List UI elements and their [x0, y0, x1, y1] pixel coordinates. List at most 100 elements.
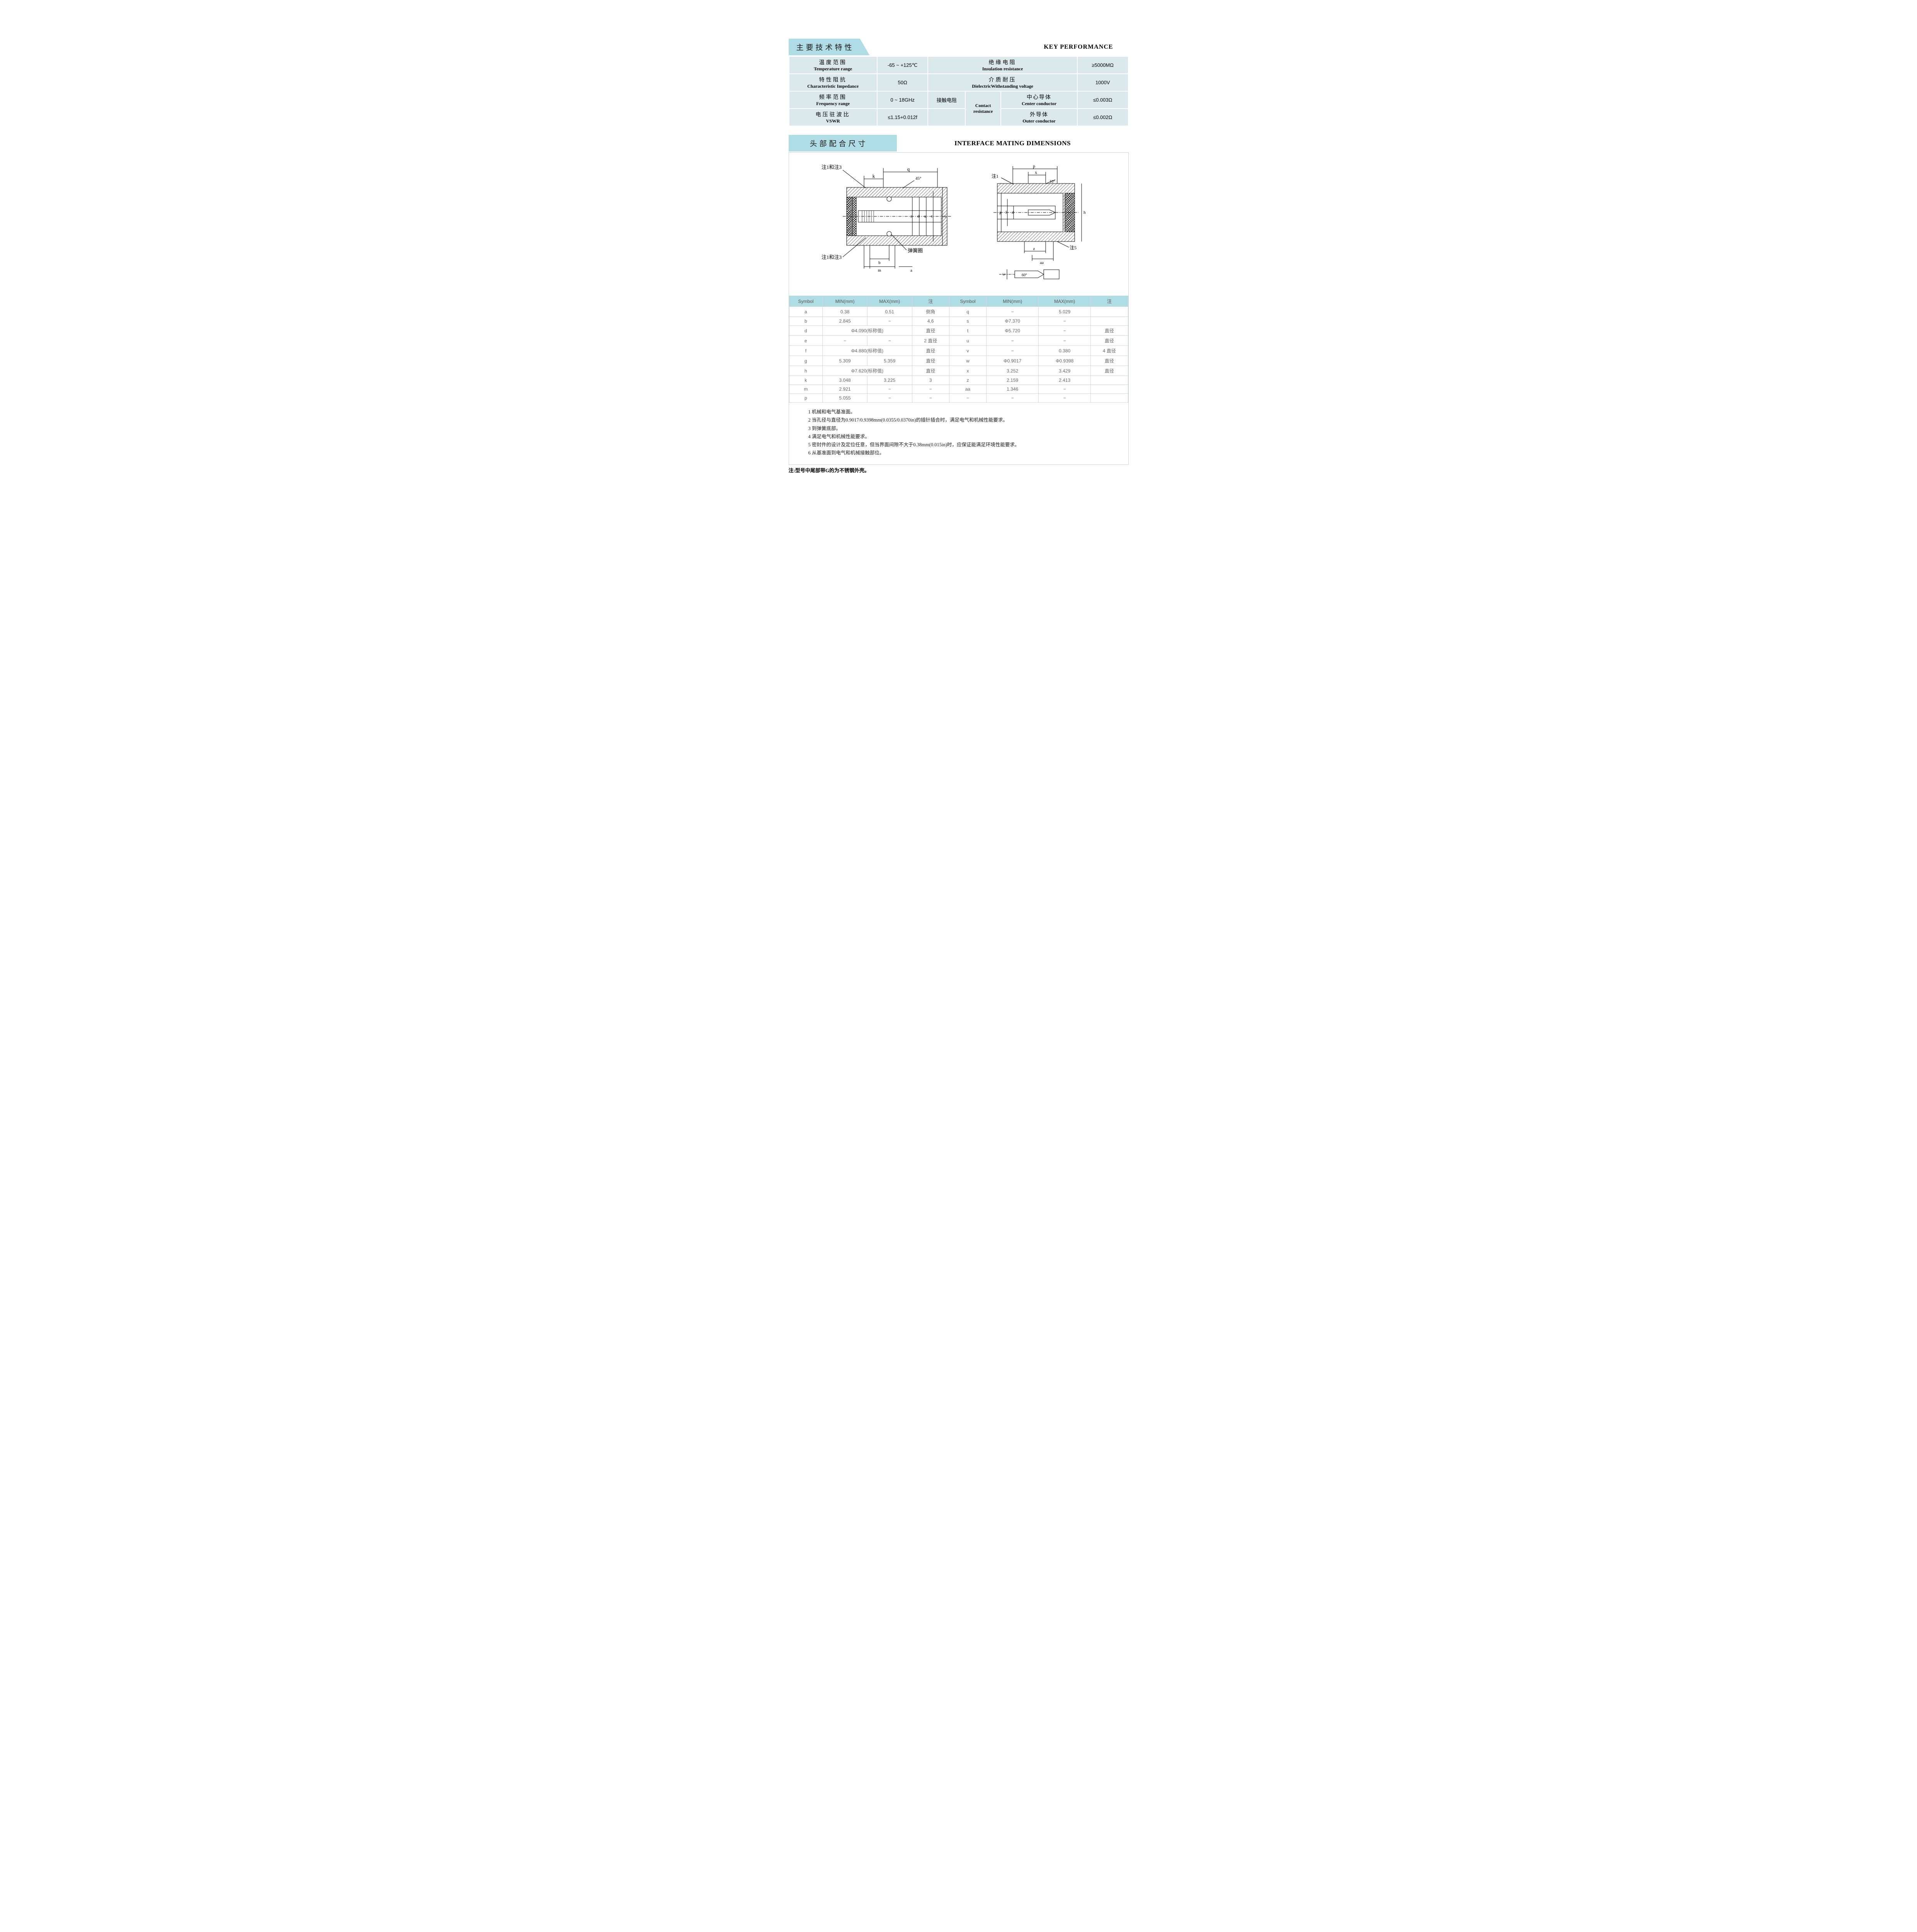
section1-header: 主要技术特性 KEY PERFORMANCE	[789, 39, 1129, 55]
dim-cell: aa	[949, 385, 986, 394]
label-cn: 频率范围	[790, 93, 876, 101]
dim-cell: e	[789, 336, 823, 346]
dim-header: 注	[912, 296, 949, 307]
label-en: VSWR	[790, 118, 876, 124]
dim-cell: s	[949, 317, 986, 326]
dim-cell: 3	[912, 376, 949, 385]
dim-cell: Φ7.620(标称值)	[823, 366, 912, 376]
dim-cell: −	[1039, 394, 1091, 403]
diagram-area: q k 45° e d u t s b m a	[789, 156, 1128, 296]
dim-cell: −	[823, 336, 867, 346]
dim-header: MIN(mm)	[987, 296, 1039, 307]
svg-text:g: g	[999, 210, 1002, 215]
dim-cell: −	[912, 394, 949, 403]
dim-cell: g	[789, 356, 823, 366]
dim-cell: −	[912, 385, 949, 394]
dim-header: MAX(mm)	[1039, 296, 1091, 307]
dim-cell: 直径	[912, 356, 949, 366]
section2-tab: 头部配合尺寸	[789, 135, 897, 151]
spec-value: ≤0.003Ω	[1077, 91, 1128, 109]
label-cn: 特性阻抗	[790, 76, 876, 83]
table-row: e−−2 直径u−−直径	[789, 336, 1128, 346]
dim-cell: −	[987, 346, 1039, 356]
dim-cell	[1091, 385, 1128, 394]
dim-cell: 0.380	[1039, 346, 1091, 356]
dim-cell: d	[789, 326, 823, 336]
spec-cell: Contact resistance	[965, 91, 1001, 126]
spec-cell: 接触电阻	[928, 91, 965, 109]
label-cn: 温度范围	[790, 58, 876, 66]
dim-cell: 5.309	[823, 356, 867, 366]
dim-cell: m	[789, 385, 823, 394]
dim-cell: a	[789, 307, 823, 317]
table-row: hΦ7.620(标称值)直径x3.2523.429直径	[789, 366, 1128, 376]
dim-header: Symbol	[949, 296, 986, 307]
dim-cell: 3.225	[867, 376, 912, 385]
dim-cell	[1091, 307, 1128, 317]
label-en: Characteristic Impedance	[790, 83, 876, 89]
note13-bot: 注1和注3	[822, 254, 842, 260]
spec-cell	[928, 109, 965, 126]
dim-cell: 5.055	[823, 394, 867, 403]
dim-cell: k	[789, 376, 823, 385]
label-en: Outer conductor	[1002, 118, 1076, 124]
spec-cell: 特性阻抗 Characteristic Impedance	[789, 74, 877, 91]
svg-text:b: b	[878, 260, 881, 265]
dim-cell: z	[949, 376, 986, 385]
dim-cell: −	[1039, 336, 1091, 346]
dim-cell: 2.159	[987, 376, 1039, 385]
label-en: Contact resistance	[966, 103, 1000, 114]
note13-top: 注1和注3	[822, 164, 842, 170]
diagram-left: q k 45° e d u t s b m a	[820, 160, 966, 288]
dim-cell: v	[949, 346, 986, 356]
dim-cell: −	[1039, 385, 1091, 394]
spec-value: ≤1.15+0.012f	[877, 109, 928, 126]
dim-cell	[1091, 376, 1128, 385]
dim-cell: 2.845	[823, 317, 867, 326]
spec-cell: 介质耐压 DielectricWithstanding voltage	[928, 74, 1077, 91]
svg-text:m: m	[878, 268, 881, 273]
bottom-note: 注:型号中尾部带G的为不锈钢外壳。	[789, 466, 1129, 474]
svg-text:h: h	[1084, 210, 1086, 215]
dim-cell: 2 直径	[912, 336, 949, 346]
dim-cell: 直径	[912, 326, 949, 336]
table-row: dΦ4.090(标称值)直径tΦ5.720−直径	[789, 326, 1128, 336]
spec-table: 温度范围 Temperature range -65 ~ +125℃ 绝缘电阻 …	[789, 56, 1129, 126]
table-row: b2.845−4,6sΦ7.370−	[789, 317, 1128, 326]
note-line: 5 密封件的设计及定位任意，但当界面间隙不大于0.38mm(0.015in)时，…	[808, 441, 1128, 449]
dim-cell	[1091, 394, 1128, 403]
dim-header: MAX(mm)	[867, 296, 912, 307]
diagram-box: q k 45° e d u t s b m a	[789, 152, 1129, 465]
spec-value: 50Ω	[877, 74, 928, 91]
note-line: 2 当孔径与直径为0.9017/0.9398mm(0.0355/0.0370in…	[808, 416, 1128, 424]
dim-cell: h	[789, 366, 823, 376]
dim-cell: Φ7.370	[987, 317, 1039, 326]
dim-cell: −	[1039, 326, 1091, 336]
svg-text:aa: aa	[1040, 260, 1044, 265]
spec-cell: 中心导体 Center conductor	[1001, 91, 1077, 109]
dim-cell: p	[789, 394, 823, 403]
dim-cell: 直径	[1091, 326, 1128, 336]
note-line: 3 到弹簧底部。	[808, 425, 1128, 433]
spec-cell: 绝缘电阻 Insulation resistance	[928, 56, 1077, 74]
dim-cell: 4 直径	[1091, 346, 1128, 356]
svg-text:t: t	[931, 214, 932, 219]
section1-tab: 主要技术特性	[789, 39, 870, 55]
dim-cell: −	[987, 336, 1039, 346]
svg-text:60°: 60°	[1022, 273, 1027, 277]
dim-cell: w	[949, 356, 986, 366]
svg-text:d: d	[1012, 210, 1014, 215]
dim-cell: 直径	[1091, 336, 1128, 346]
dim-cell: 0.38	[823, 307, 867, 317]
dim-cell: 直径	[1091, 356, 1128, 366]
note5-label: 注5	[1070, 245, 1077, 250]
spring-label: 弹簧圈	[908, 248, 923, 253]
spec-value: ≥5000MΩ	[1077, 56, 1128, 74]
dim-cell: −	[867, 385, 912, 394]
label-en: Insulation resistance	[929, 66, 1076, 72]
svg-text:f: f	[1005, 210, 1007, 215]
svg-text:k: k	[872, 173, 875, 179]
dim-cell: −	[867, 394, 912, 403]
dim-cell: 倒角	[912, 307, 949, 317]
table-row: p5.055−−−−−	[789, 394, 1128, 403]
